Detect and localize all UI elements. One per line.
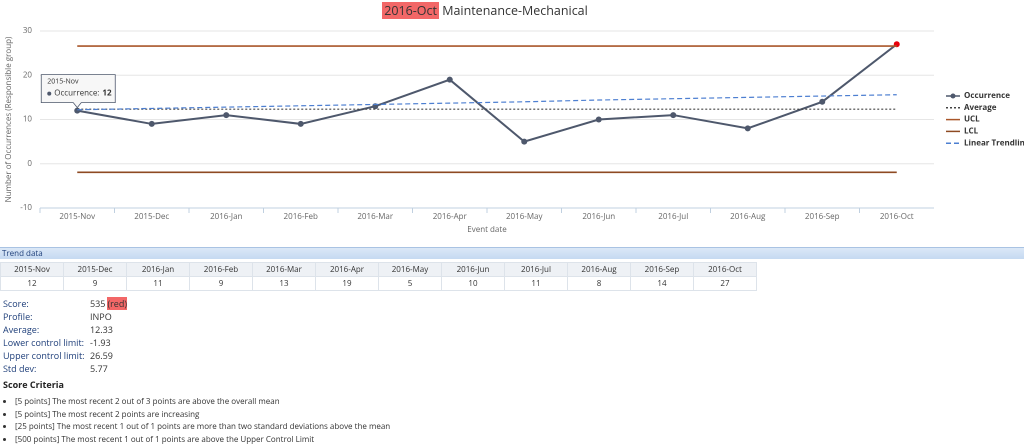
tooltip-value: 12 [102,88,112,99]
table-cell: 10 [442,277,505,291]
stat-value: 535 [90,297,105,310]
stat-label: Lower control limit: [3,336,90,349]
stat-row: Std dev:5.77 [3,362,127,375]
point [596,117,602,123]
table-header: 2016-Jun [442,263,505,277]
point [74,108,80,114]
y-tick-label: 30 [23,25,33,36]
criteria: Score Criteria [5 points] The most recent… [3,378,390,446]
table-header: 2016-Oct [694,263,757,277]
point [223,112,229,118]
table-cell: 11 [127,277,190,291]
table-cell: 14 [631,277,694,291]
y-tick-label: 0 [27,158,32,169]
criteria-item: [5 points] The most recent 2 out of 3 po… [15,396,390,409]
criteria-title: Score Criteria [3,378,390,391]
table-header: 2016-Jan [127,263,190,277]
tooltip-dot [47,92,51,96]
table-cell: 5 [379,277,442,291]
table-header: 2015-Dec [64,263,127,277]
legend-label: Occurrence [964,90,1010,101]
stat-row: Average:12.33 [3,323,127,336]
criteria-item: [25 points] The most recent 1 out of 1 p… [15,421,390,434]
tooltip-title: 2015-Nov [47,78,79,87]
point [819,99,825,105]
table-header: 2016-Sep [631,263,694,277]
stat-label: Score: [3,297,90,310]
legend-label: Linear Trendline [964,137,1024,148]
table-header: 2015-Nov [1,263,64,277]
stat-value: 26.59 [90,349,113,362]
x-tick-label: 2016-Mar [357,211,394,222]
table-cell: 9 [64,277,127,291]
x-tick-label: 2015-Nov [59,211,95,222]
point [447,77,453,83]
x-tick-label: 2016-Jun [582,211,615,222]
criteria-item: [500 points] The most recent 1 out of 1 … [15,434,390,446]
y-tick-label: 10 [23,114,33,125]
stat-status: (red) [107,297,127,310]
point [149,121,155,127]
x-axis-label: Event date [467,224,507,235]
x-tick-label: 2016-Sep [805,211,840,222]
point [521,139,527,145]
x-tick-label: 2016-Feb [284,211,318,222]
chart: -10 0 10 20 30 2015-Nov 2015-Dec 2016-Jan 2016-F… [0,0,1024,240]
series-line [77,95,897,110]
point [298,121,304,127]
legend-label: LCL [964,126,979,137]
tooltip-text: Occurrence:12 [54,88,112,99]
x-tick-label: 2016-Jul [658,211,688,222]
table-header: 2016-May [379,263,442,277]
stat-label: Profile: [3,310,90,323]
stat-value: 12.33 [90,323,113,336]
table-header: 2016-Jul [505,263,568,277]
series-line [77,44,897,141]
table-header: 2016-Mar [253,263,316,277]
stat-value: 5.77 [90,362,108,375]
legend-marker [951,94,956,99]
table-cell: 8 [568,277,631,291]
x-tick-label: 2016-May [506,211,544,222]
tooltip-label: Occurrence: [54,88,99,99]
table-cell: 19 [316,277,379,291]
section-header: Trend data [0,247,1024,259]
stat-label: Std dev: [3,362,90,375]
stat-row: Upper control limit:26.59 [3,349,127,362]
table-cell: 27 [694,277,757,291]
table-cell: 12 [1,277,64,291]
point [670,112,676,118]
legend-label: UCL [964,114,980,125]
x-tick-label: 2015-Dec [134,211,169,222]
stat-label: Upper control limit: [3,349,90,362]
table-header: 2016-Aug [568,263,631,277]
table-header: 2016-Feb [190,263,253,277]
y-tick-label: 20 [23,69,33,80]
table-header: 2016-Apr [316,263,379,277]
x-tick-label: 2016-Aug [730,211,766,222]
stat-label: Average: [3,323,90,336]
table-cell: 11 [505,277,568,291]
legend-label: Average [964,102,997,113]
x-tick-label: 2016-Apr [433,211,468,222]
table-cell: 9 [190,277,253,291]
criteria-item: [5 points] The most recent 2 points are … [15,409,390,422]
x-tick-label: 2016-Oct [880,211,914,222]
stat-row: Score:535(red) [3,297,127,310]
stat-row: Profile:INPO [3,310,127,323]
stat-row: Lower control limit:-1.93 [3,336,127,349]
point [745,125,751,131]
stat-value: INPO [90,310,112,323]
y-axis-label: Number of Occurrences (Responsible group… [3,36,14,202]
stat-value: -1.93 [90,336,111,349]
y-tick-label: -10 [20,202,32,213]
table-cell: 13 [253,277,316,291]
x-tick-label: 2016-Jan [210,211,242,222]
